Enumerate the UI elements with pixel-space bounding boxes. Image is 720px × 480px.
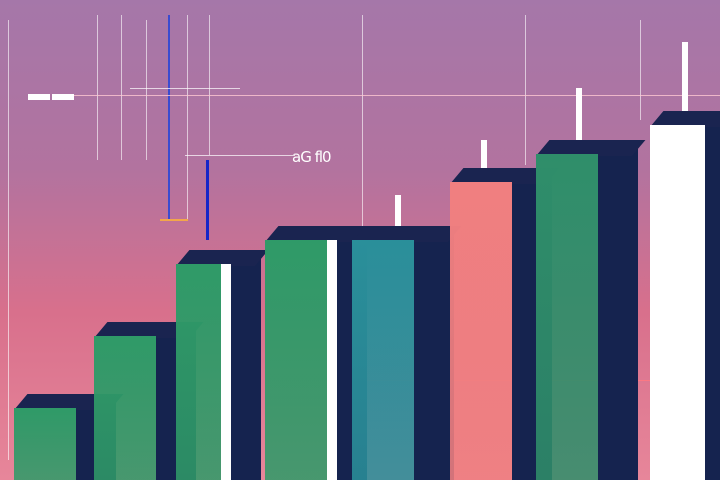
grid-line — [70, 95, 720, 96]
bar-front — [176, 264, 221, 480]
grid-line — [97, 15, 98, 160]
grid-line — [209, 15, 210, 155]
spike-mark — [576, 88, 582, 153]
bar-side — [598, 141, 638, 480]
annotation-label: aG fl0 — [292, 148, 332, 166]
spike-mark — [395, 195, 401, 230]
bar-side — [705, 112, 720, 480]
grid-line — [160, 219, 188, 221]
grid-line — [168, 15, 170, 220]
bar-front — [265, 240, 327, 480]
spike-mark — [481, 140, 487, 182]
bar-highlight — [221, 264, 231, 480]
legend-marker — [52, 94, 74, 100]
grid-line — [187, 15, 188, 220]
bar-front — [352, 240, 414, 480]
grid-line — [121, 15, 122, 160]
legend-marker — [28, 94, 50, 100]
grid-line — [525, 15, 526, 165]
grid-line — [8, 20, 9, 460]
grid-line — [130, 88, 240, 89]
bar-highlight — [327, 240, 337, 480]
bar-front — [450, 182, 512, 480]
bar-front — [14, 408, 76, 480]
grid-line — [185, 155, 295, 156]
grid-line — [640, 20, 641, 120]
bar-front — [650, 124, 705, 480]
bar-front — [536, 153, 598, 480]
grid-line — [206, 160, 209, 240]
bar-side — [414, 228, 454, 480]
bar-front — [94, 336, 156, 480]
spike-mark — [682, 42, 688, 117]
grid-line — [146, 20, 147, 160]
grid-line — [362, 15, 363, 235]
